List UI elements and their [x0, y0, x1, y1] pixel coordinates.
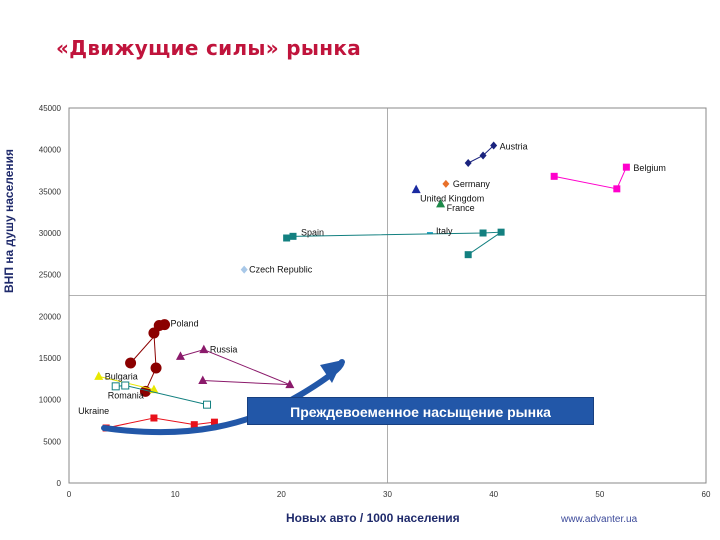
data-point [497, 228, 505, 236]
data-point [442, 179, 450, 188]
y-tick-label: 35000 [39, 187, 62, 196]
trend-arrow-head [320, 360, 343, 383]
x-tick-label: 0 [67, 490, 72, 499]
y-tick-label: 0 [57, 479, 62, 488]
y-tick-label: 45000 [39, 104, 62, 113]
x-axis-label: Новых авто / 1000 населения [286, 511, 460, 525]
data-point [411, 184, 421, 194]
data-point [94, 371, 104, 380]
website-footer: www.advanter.ua [561, 514, 638, 525]
data-point [283, 234, 291, 242]
point-label: Ukraine [78, 406, 109, 416]
point-label: France [447, 203, 475, 213]
data-point [550, 172, 558, 180]
x-tick-label: 50 [595, 490, 604, 499]
point-label: Russia [210, 345, 238, 355]
series-line [106, 417, 215, 429]
point-label: Italy [436, 226, 453, 236]
x-tick-label: 20 [277, 490, 286, 499]
y-axis-label: ВНП на душу населения [2, 148, 16, 293]
point-label: Germany [453, 179, 491, 189]
data-point [149, 384, 159, 394]
data-point [240, 265, 248, 274]
data-point [210, 418, 218, 426]
data-point [190, 421, 198, 429]
point-label: Austria [500, 142, 528, 152]
point-label: Spain [301, 227, 324, 237]
x-tick-label: 10 [171, 490, 180, 499]
data-point [490, 141, 498, 150]
plot-frame [68, 107, 707, 484]
data-point [121, 381, 130, 390]
data-point [613, 185, 621, 193]
y-tick-label: 40000 [39, 146, 62, 155]
y-tick-label: 15000 [39, 354, 62, 363]
data-point [285, 379, 295, 389]
data-point [203, 400, 212, 409]
y-tick-label: 5000 [43, 437, 61, 446]
point-label: Czech Republic [249, 265, 313, 275]
x-tick-label: 40 [489, 490, 498, 499]
axis-ticks: 0 10 20 30 40 50 60 0 5000 10000 15000 20000 25000 30… [39, 104, 711, 499]
data-point [479, 151, 487, 160]
data-point [289, 232, 297, 240]
data-point [175, 351, 185, 360]
data-point [464, 251, 472, 259]
data-point [479, 229, 487, 237]
data-point [199, 344, 209, 354]
x-tick-label: 60 [702, 490, 711, 499]
y-tick-label: 25000 [39, 271, 62, 280]
point-label: Belgium [633, 163, 666, 173]
saturation-callout: Преждевоеменное насыщение рынка [247, 397, 594, 425]
page-title: «Движущие силы» рынка [56, 36, 362, 60]
x-tick-label: 30 [383, 490, 392, 499]
data-point [198, 375, 208, 384]
point-label: Bulgaria [105, 371, 138, 381]
data-point [464, 159, 472, 167]
y-tick-label: 30000 [39, 229, 62, 238]
data-point [622, 163, 630, 171]
data-point [150, 362, 162, 374]
data-point [150, 414, 158, 422]
point-label: Poland [171, 319, 199, 329]
point-label: United Kingdom [420, 194, 484, 204]
series-line [180, 349, 291, 386]
data-point [159, 319, 171, 331]
data-point [125, 357, 137, 369]
data-series [94, 141, 630, 432]
data-point [436, 198, 446, 208]
point-labels: Austria Belgium Germany United KingdomFranc… [78, 142, 666, 417]
y-tick-label: 10000 [39, 396, 62, 405]
point-label: Romania [108, 390, 144, 400]
y-tick-label: 20000 [39, 312, 62, 321]
data-point [111, 382, 120, 391]
